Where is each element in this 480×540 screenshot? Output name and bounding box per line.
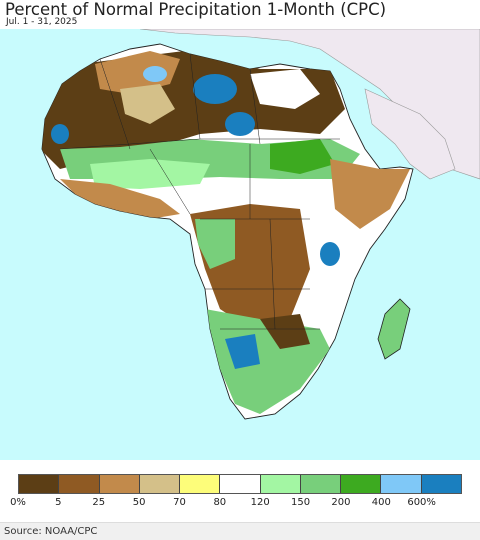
libya-normal-zone — [250, 69, 320, 109]
west-africa-coast — [60, 179, 180, 219]
legend-swatch-6 — [260, 475, 301, 493]
sudan-green-zone — [270, 139, 335, 174]
atlas-brown-zone — [95, 51, 180, 94]
sahel-light-green — [90, 159, 210, 189]
legend-label-9: 400 — [371, 497, 391, 508]
map-svg — [41, 29, 480, 420]
legend-swatch-2 — [99, 475, 140, 493]
wet-patch-algeria — [143, 66, 167, 82]
legend-label-10: 600% — [407, 497, 436, 508]
legend-label-7: 150 — [290, 497, 311, 508]
legend-swatch-10 — [421, 475, 461, 493]
legend-swatch-8 — [341, 475, 382, 493]
namibia-wet — [225, 334, 260, 369]
gabon-green — [195, 219, 235, 269]
date-range: Jul. 1 - 31, 2025 — [6, 17, 78, 27]
madagascar — [377, 298, 411, 360]
legend-swatch-3 — [139, 475, 181, 493]
legend-swatch-5 — [220, 475, 261, 493]
page-title: Percent of Normal Precipitation 1-Month … — [5, 0, 387, 19]
legend-swatch-9 — [381, 475, 422, 493]
legend-swatch-7 — [300, 475, 342, 493]
legend-label-6: 120 — [250, 497, 270, 508]
legend-labels: 0% 5 25 50 70 80 120 150 200 400 600% — [0, 497, 480, 511]
legend-label-0: 0% — [10, 497, 26, 508]
footer: Source: NOAA/CPC — [0, 522, 480, 540]
legend-swatch-4 — [180, 475, 221, 493]
horn-of-africa — [330, 159, 410, 229]
country-borders — [59, 53, 340, 330]
lake-victoria-wet — [320, 242, 340, 266]
wet-patch-mauritania — [51, 124, 69, 144]
wet-patch-chad — [225, 112, 255, 136]
legend-label-8: 200 — [331, 497, 351, 508]
legend-label-4: 70 — [173, 497, 186, 508]
source-credit: Source: NOAA/CPC — [4, 526, 98, 537]
algeria-tan-zone — [120, 84, 175, 124]
precipitation-fields — [42, 49, 410, 414]
arabian-peninsula-land — [364, 88, 456, 180]
wet-patch-central-sahara — [193, 74, 237, 104]
legend-swatch-0 — [19, 475, 60, 493]
color-legend — [18, 474, 462, 494]
legend-label-1: 5 — [55, 497, 62, 508]
legend-swatch-1 — [59, 475, 100, 493]
legend-label-3: 50 — [132, 497, 146, 508]
zambia-dry — [260, 314, 310, 349]
legend-label-5: 80 — [213, 497, 227, 508]
legend-label-2: 25 — [92, 497, 106, 508]
europe-middle-east-land — [139, 29, 480, 180]
precipitation-map — [0, 29, 480, 460]
